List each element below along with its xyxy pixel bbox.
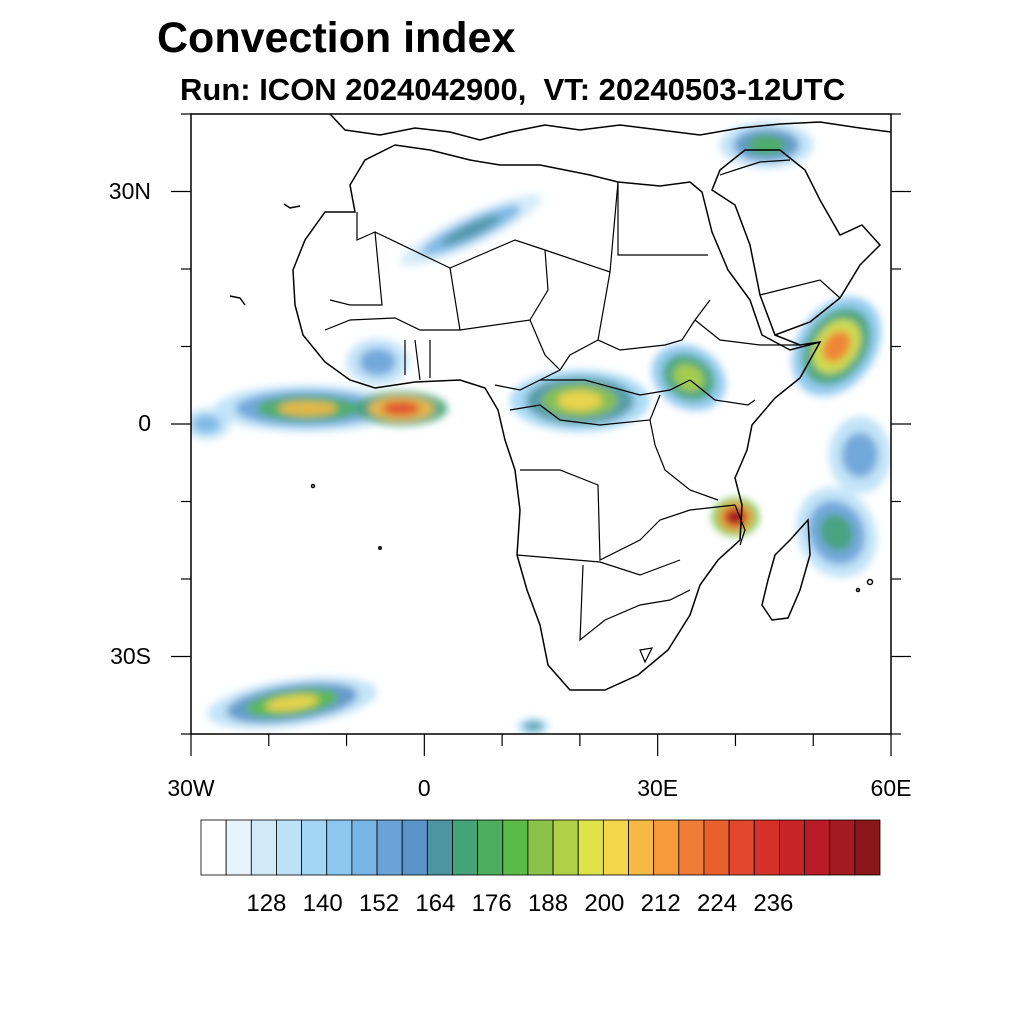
lat-label-30s: 30S (110, 642, 151, 669)
convection-contour (192, 414, 221, 434)
colorbar-swatch (552, 819, 579, 876)
colorbar-label: 224 (697, 890, 738, 917)
colorbar-label: 176 (471, 890, 512, 917)
colorbar-swatch (653, 819, 680, 876)
colorbar-swatch (753, 819, 780, 876)
arabia-coastline (711, 149, 882, 336)
colorbar-swatch (728, 819, 755, 876)
colorbar-swatch (426, 819, 453, 876)
convection-contour (747, 135, 786, 155)
colorbar-swatch (250, 819, 277, 876)
colorbar-label: 164 (415, 890, 456, 917)
island (310, 483, 316, 489)
colorbar-swatch (401, 819, 428, 876)
country-borders (324, 159, 841, 664)
convection-contour (277, 401, 338, 416)
colorbar-swatch (276, 819, 302, 876)
mediterranean-north-shore (329, 114, 891, 141)
convection-contour (819, 513, 854, 552)
colorbar-label: 128 (246, 890, 287, 917)
colorbar-swatch (326, 819, 353, 876)
colorbar-swatch (527, 819, 554, 876)
colorbar-swatch (628, 819, 655, 876)
lat-label-30n: 30N (108, 177, 151, 204)
colorbar-swatch (703, 819, 730, 876)
colorbar-swatch (351, 819, 378, 876)
lat-label-equator: 0 (138, 410, 151, 436)
lon-label-0: 0 (417, 775, 431, 801)
colorbar-label: 200 (584, 890, 625, 917)
colorbar-swatch (477, 819, 504, 876)
colorbar-swatch (804, 819, 831, 876)
canary-islands (229, 295, 246, 306)
colorbar-swatch (602, 819, 629, 876)
convection-contour (524, 721, 543, 731)
colorbar-swatch (452, 819, 479, 876)
colorbar-label: 236 (753, 890, 794, 917)
africa-coastline (292, 144, 822, 691)
lon-label-30w: 30W (167, 775, 215, 801)
colorbar-swatch (225, 819, 252, 876)
convection-contour (841, 432, 879, 478)
colorbar-swatch (301, 819, 328, 876)
colorbar-swatch (854, 819, 881, 876)
convection-contour (359, 348, 396, 376)
colorbar-label: 188 (528, 890, 569, 917)
colorbar-swatch (502, 819, 529, 876)
convection-contour (381, 401, 421, 416)
convection-field (191, 121, 891, 734)
colorbar-swatch (577, 819, 604, 876)
colorbar-swatch (779, 819, 805, 876)
colorbar-swatch (829, 819, 856, 876)
madagascar-coastline (761, 518, 811, 621)
colorbar-label: 152 (359, 890, 400, 917)
convection-contour (557, 390, 603, 411)
island (378, 546, 382, 550)
convection-contour (441, 215, 501, 245)
lon-label-60e: 60E (870, 775, 912, 801)
convection-contour (822, 330, 851, 363)
colorbar-swatch (678, 819, 705, 876)
madeira-islands (283, 203, 301, 209)
colorbar (200, 819, 881, 876)
coastlines-and-borders (229, 114, 891, 691)
island (855, 587, 861, 593)
colorbar-label: 212 (640, 890, 681, 917)
axis-ticks (171, 113, 911, 756)
lon-label-30e: 30E (637, 775, 679, 801)
convection-contour (265, 694, 320, 712)
colorbar-swatch (376, 819, 403, 876)
map-subtitle: Run: ICON 2024042900, VT: 20240503-12UTC (180, 72, 846, 107)
map-title: Convection index (157, 14, 516, 62)
colorbar-label: 140 (302, 890, 343, 917)
colorbar-swatch (200, 819, 227, 876)
island (866, 578, 874, 586)
